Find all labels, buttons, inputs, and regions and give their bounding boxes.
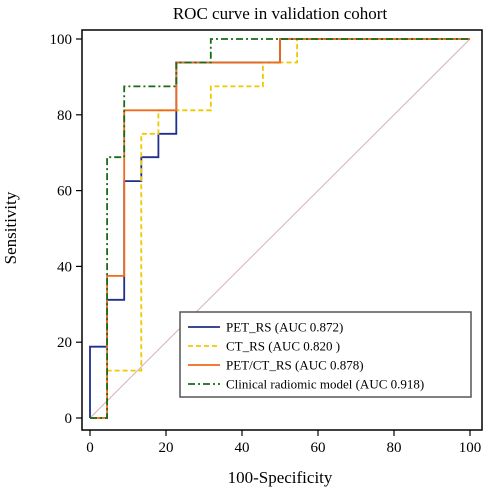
x-tick-label: 20 bbox=[159, 440, 174, 456]
series-line-4 bbox=[90, 38, 470, 419]
legend-label-4: Clinical radiomic model (AUC 0.918) bbox=[226, 377, 424, 392]
legend: PET_RS (AUC 0.872) CT_RS (AUC 0.820 ) PET/… bbox=[179, 311, 472, 398]
legend-label-3: PET/CT_RS (AUC 0.878) bbox=[226, 358, 364, 373]
x-tick-label: 60 bbox=[311, 440, 326, 456]
y-tick-label: 80 bbox=[57, 108, 72, 124]
legend-label-2: CT_RS (AUC 0.820 ) bbox=[226, 339, 340, 354]
y-tick-label: 40 bbox=[57, 259, 72, 275]
y-tick-label: 0 bbox=[65, 411, 73, 427]
legend-items: PET_RS (AUC 0.872) CT_RS (AUC 0.820 ) PET/… bbox=[188, 320, 424, 392]
y-tick-label: 20 bbox=[57, 335, 72, 351]
x-tick-label: 40 bbox=[235, 440, 250, 456]
legend-label-1: PET_RS (AUC 0.872) bbox=[226, 320, 343, 335]
ticks-layer: 0 20 40 60 80 100 0 20 40 60 80 100 bbox=[50, 32, 482, 456]
legend-box bbox=[179, 311, 472, 398]
series-layer bbox=[89, 38, 470, 419]
chart-title: ROC curve in validation cohort bbox=[173, 4, 388, 23]
y-tick-label: 100 bbox=[50, 32, 73, 48]
x-tick-label: 0 bbox=[86, 440, 94, 456]
x-tick-label: 100 bbox=[459, 440, 482, 456]
y-tick-label: 60 bbox=[57, 184, 72, 200]
y-axis-title: Sensitivity bbox=[1, 191, 20, 264]
plot-frame bbox=[81, 29, 483, 431]
reference-diagonal-layer bbox=[89, 38, 471, 419]
x-axis-title: 100-Specificity bbox=[228, 468, 333, 487]
reference-diagonal-line bbox=[89, 38, 471, 419]
x-tick-label: 80 bbox=[387, 440, 402, 456]
